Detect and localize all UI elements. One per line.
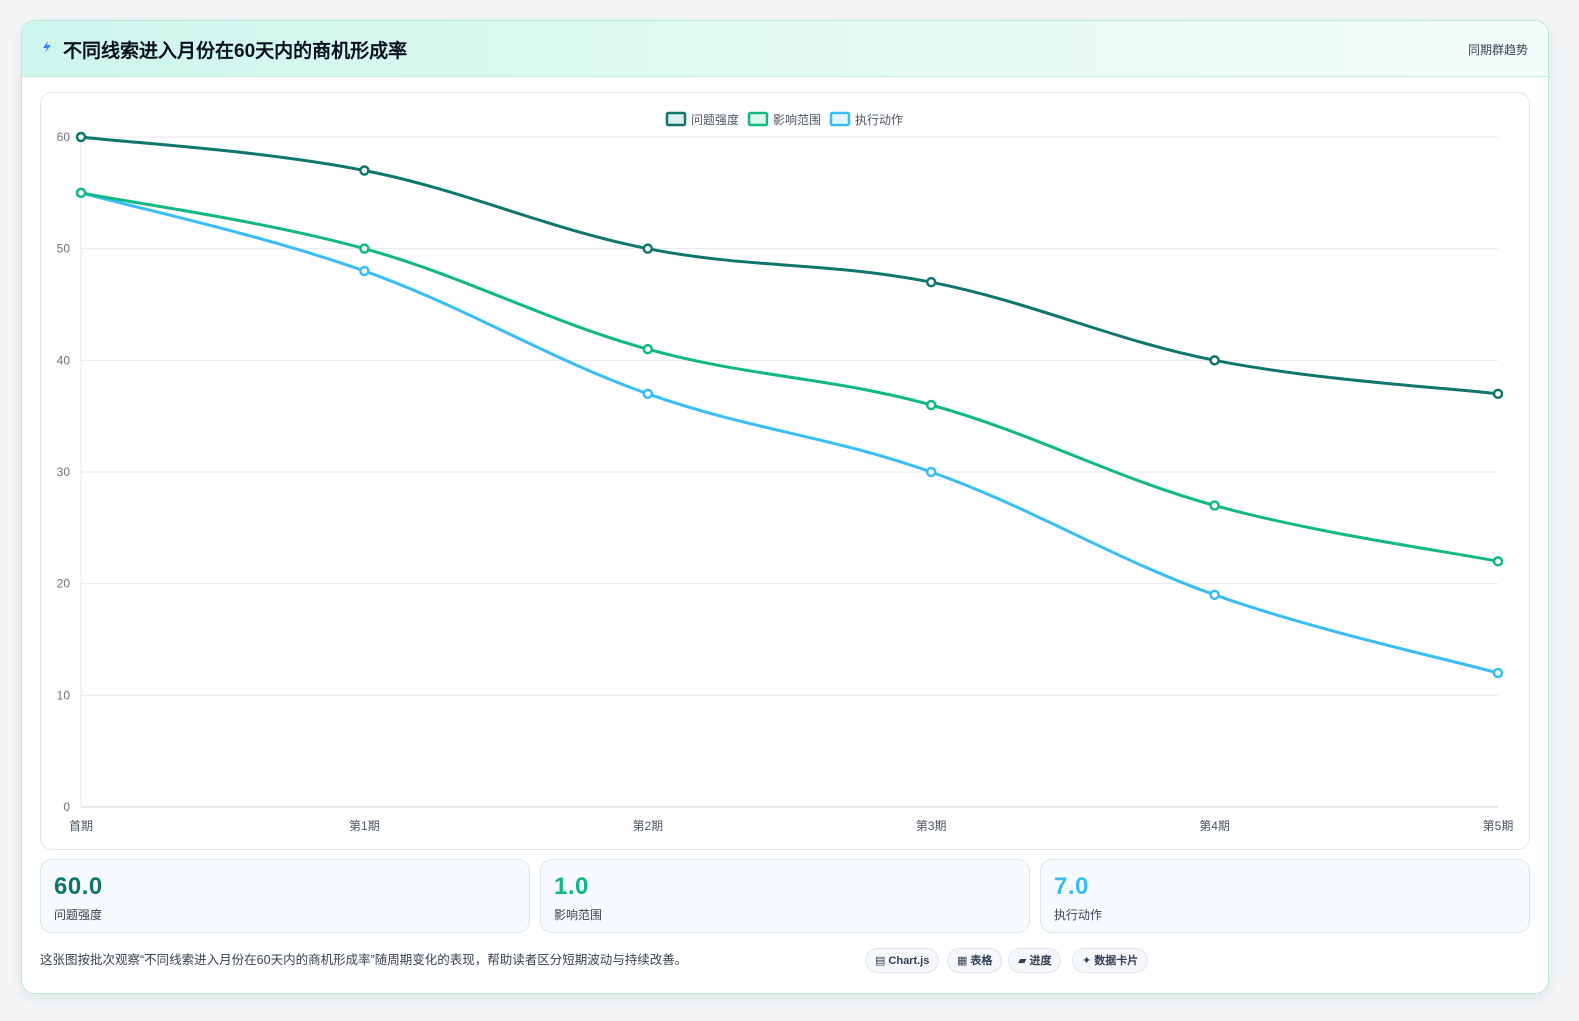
stat-label: 执行动作 bbox=[1054, 908, 1103, 922]
x-tick-label: 首期 bbox=[69, 819, 93, 833]
chip-label: 表格 bbox=[970, 955, 993, 967]
x-tick-label: 第1期 bbox=[349, 819, 380, 833]
data-point bbox=[1209, 500, 1220, 511]
chip-label: 数据卡片 bbox=[1094, 955, 1139, 967]
legend-swatch bbox=[829, 111, 851, 127]
data-point bbox=[1492, 556, 1504, 567]
x-tick-label: 第4期 bbox=[1199, 819, 1230, 833]
data-point bbox=[925, 466, 937, 478]
data-point bbox=[359, 265, 370, 277]
stat-card-2: 7.0 执行动作 bbox=[1040, 859, 1530, 933]
data-point bbox=[75, 131, 87, 143]
y-tick-label: 20 bbox=[57, 577, 71, 591]
series-line bbox=[79, 135, 1500, 396]
footnote: 这张图按批次观察“不同线索进入月份在60天内的商机形成率”随周期变化的表现，帮助… bbox=[40, 953, 688, 967]
data-point bbox=[1209, 589, 1220, 601]
y-tick-label: 30 bbox=[57, 465, 71, 479]
line-chart: 0 10 20 30 40 50 60 首期 第1期 第2期 第3期 第4期 第5期 问题强度 影响范围 执行… bbox=[57, 111, 1514, 833]
progress-icon: ▰ bbox=[1018, 955, 1027, 967]
legend-label: 执行动作 bbox=[855, 113, 903, 127]
data-point bbox=[1492, 388, 1504, 400]
chip-data-card[interactable]: ✦ 数据卡片 bbox=[1072, 948, 1149, 973]
series-line bbox=[79, 191, 1500, 675]
chip-label: 进度 bbox=[1029, 955, 1052, 967]
data-point bbox=[925, 399, 937, 411]
chip-table[interactable]: ▦ 表格 bbox=[947, 948, 1003, 973]
series-line bbox=[79, 191, 1500, 563]
data-point bbox=[1492, 667, 1504, 679]
card-header: 不同线索进入月份在60天内的商机形成率 同期群趋势 bbox=[22, 21, 1548, 77]
data-point bbox=[359, 243, 370, 254]
sparkle-icon: ✦ bbox=[1082, 955, 1092, 967]
data-point bbox=[642, 243, 654, 254]
stat-value: 1.0 bbox=[554, 873, 589, 900]
data-point bbox=[642, 388, 654, 400]
stat-value: 7.0 bbox=[1054, 873, 1089, 900]
legend-swatch bbox=[747, 111, 769, 127]
legend-swatch bbox=[665, 111, 687, 127]
legend-label: 影响范围 bbox=[773, 112, 821, 127]
stat-card-1: 1.0 影响范围 bbox=[540, 859, 1030, 933]
table-icon: ▦ bbox=[957, 955, 968, 967]
data-point bbox=[75, 187, 87, 199]
x-tick-label: 第3期 bbox=[916, 819, 947, 833]
data-point bbox=[359, 165, 370, 176]
y-tick-label: 50 bbox=[57, 242, 71, 256]
page-title: 不同线索进入月份在60天内的商机形成率 bbox=[63, 41, 408, 62]
y-tick-label: 0 bbox=[63, 800, 70, 814]
stat-value: 60.0 bbox=[54, 873, 103, 900]
legend-label: 问题强度 bbox=[691, 112, 739, 127]
header-tag[interactable]: 同期群趋势 bbox=[1467, 43, 1528, 57]
chart-panel: 0 10 20 30 40 50 60 首期 第1期 第2期 第3期 第4期 第5期 问题强度 影响范围 执行… bbox=[40, 92, 1530, 850]
chip-chartjs[interactable]: ▤ Chart.js bbox=[865, 948, 940, 973]
x-tick-label: 第2期 bbox=[632, 819, 663, 833]
chip-progress[interactable]: ▰ 进度 bbox=[1008, 948, 1062, 973]
y-tick-label: 40 bbox=[57, 353, 71, 367]
chart-card: 不同线索进入月份在60天内的商机形成率 同期群趋势 0 10 20 30 40 50 60 首… bbox=[21, 20, 1549, 994]
y-tick-label: 10 bbox=[57, 688, 71, 702]
data-point bbox=[925, 276, 937, 288]
data-point bbox=[642, 343, 654, 355]
stat-label: 影响范围 bbox=[554, 908, 603, 922]
x-tick-label: 第5期 bbox=[1483, 819, 1514, 833]
y-tick-label: 60 bbox=[57, 130, 71, 144]
lightning-icon bbox=[43, 41, 51, 53]
chip-label: Chart.js bbox=[888, 955, 930, 967]
stat-label: 问题强度 bbox=[54, 908, 103, 922]
data-point bbox=[1209, 355, 1220, 366]
stat-card-0: 60.0 问题强度 bbox=[40, 859, 530, 933]
chart-icon: ▤ bbox=[875, 955, 886, 967]
